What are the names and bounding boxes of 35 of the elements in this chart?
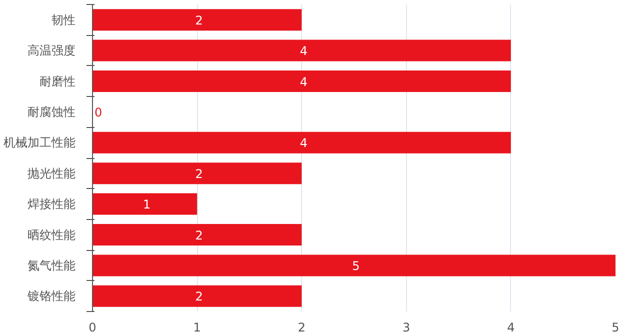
y-tick-label: 氮气性能	[28, 258, 76, 272]
bar	[92, 132, 511, 154]
bar	[92, 9, 302, 31]
x-tick-label: 4	[507, 320, 515, 334]
x-tick-label: 0	[88, 320, 96, 334]
y-tick-label: 抛光性能	[28, 166, 76, 180]
data-label: 5	[352, 258, 360, 273]
x-tick-label: 3	[402, 320, 410, 334]
x-tick-label: 5	[612, 320, 620, 334]
bar	[92, 193, 198, 215]
data-label: 0	[94, 105, 102, 120]
x-tick-label: 1	[193, 320, 201, 334]
data-label: 2	[195, 290, 203, 304]
data-label: 4	[300, 44, 308, 58]
y-tick-label: 韧性	[52, 12, 76, 27]
x-tick-label: 2	[298, 320, 306, 334]
bar	[92, 162, 302, 184]
bar	[92, 40, 511, 62]
bar	[92, 224, 302, 246]
y-tick-label: 耐腐蚀性	[28, 104, 76, 119]
bar	[92, 254, 616, 276]
bar	[92, 70, 511, 92]
data-label: 2	[195, 228, 203, 242]
y-tick-label: 镀铬性能	[26, 289, 76, 304]
y-tick-label: 高温强度	[28, 44, 76, 58]
data-label: 4	[300, 74, 308, 89]
y-tick-label: 机械加工性能	[4, 136, 76, 150]
y-tick-label: 焊接性能	[28, 197, 76, 212]
data-label: 4	[300, 136, 308, 150]
bar	[92, 285, 302, 307]
data-label: 2	[195, 166, 203, 181]
y-tick-label: 晒纹性能	[28, 228, 76, 242]
data-label: 2	[195, 13, 203, 28]
y-tick-label: 耐磨性	[40, 74, 76, 88]
data-label: 1	[142, 198, 151, 212]
